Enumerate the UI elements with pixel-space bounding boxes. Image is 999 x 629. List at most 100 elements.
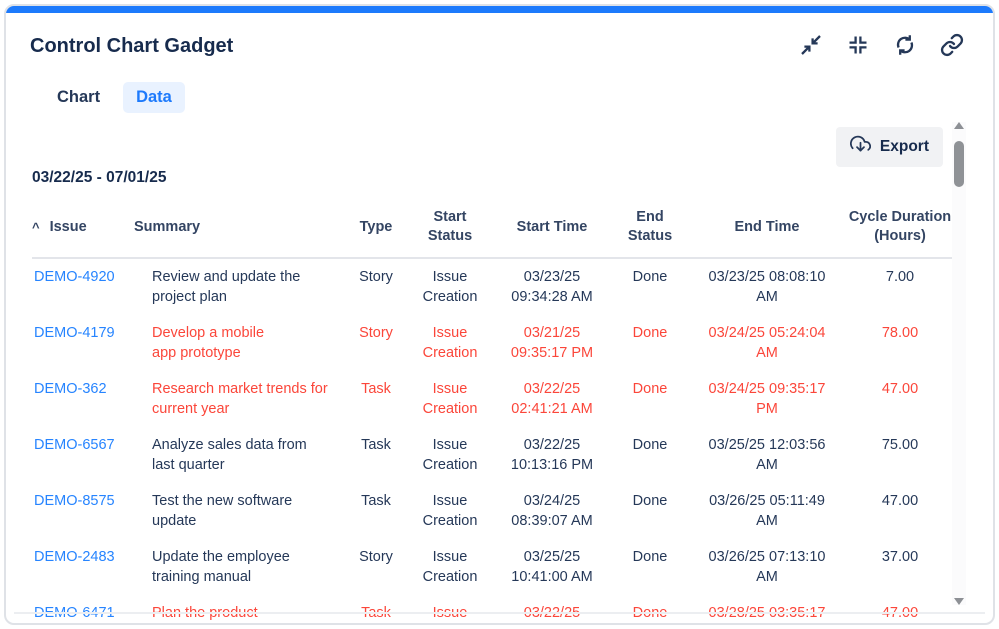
start-status-cell: Issue Creation [422,493,478,529]
type-cell: Task [361,437,391,453]
tab-bar: Chart Data [44,82,993,113]
toolbar-row: Export [32,127,943,167]
end-status-cell: Done [632,605,668,621]
cycle-duration-cell: 47.00 [881,493,919,509]
type-cell: Task [361,381,391,397]
minimize-button[interactable] [798,33,824,59]
column-header-summary[interactable]: Summary [134,202,346,259]
table-body: DEMO-4920 Review and update the project … [32,258,956,623]
end-status-cell: Done [632,437,668,453]
cycle-duration-cell: 78.00 [881,325,919,341]
scrollbar-thumb[interactable] [954,141,964,187]
start-time-cell: 03/22/25 02:41:21 AM [511,381,593,417]
column-header-type[interactable]: Type [346,202,408,259]
scroll-down-arrow-icon[interactable] [954,598,964,605]
link-button[interactable] [939,33,965,59]
cycle-duration-cell: 75.00 [881,437,919,453]
issue-key-link[interactable]: DEMO-6567 [34,437,115,453]
collapse-button[interactable] [845,33,871,59]
type-cell: Story [359,549,393,565]
start-time-cell: 03/22/25 10:13:16 PM [510,437,594,473]
issue-key-link[interactable]: DEMO-2483 [34,549,115,565]
scroll-up-arrow-icon[interactable] [954,122,964,129]
end-time-cell: 03/23/25 08:08:10 AM [708,269,826,305]
gadget-header: Control Chart Gadget [6,13,993,59]
start-time-cell: 03/24/25 08:39:07 AM [511,493,593,529]
summary-cell: Develop a mobile app prototype [152,325,265,361]
column-header-end-status[interactable]: End Status [612,202,690,259]
control-chart-gadget-panel: Control Chart Gadget [4,4,995,625]
issue-key-link[interactable]: DEMO-8575 [34,493,115,509]
end-status-cell: Done [632,493,668,509]
panel-bottom-divider [14,612,985,614]
tab-data[interactable]: Data [123,82,185,113]
summary-cell: Research market trends for current year [152,381,328,417]
sort-ascending-icon: ^ [32,220,40,235]
issue-key-link[interactable]: DEMO-4179 [34,325,115,341]
cycle-duration-cell: 47.00 [881,605,919,621]
end-time-cell: 03/28/25 03:35:17 PM [708,605,826,621]
start-status-cell: Issue Creation [422,437,478,473]
start-status-cell: Issue Creation [422,325,478,361]
cycle-duration-cell: 37.00 [881,549,919,565]
cloud-download-icon [849,134,871,160]
start-time-cell: 03/25/25 10:41:00 AM [511,549,593,585]
export-button-label: Export [879,138,929,155]
summary-cell: Analyze sales data from last quarter [152,437,307,473]
link-icon [940,33,964,60]
table-row: DEMO-4920 Review and update the project … [32,258,956,315]
issue-key-link[interactable]: DEMO-362 [34,381,107,397]
type-cell: Task [361,493,391,509]
start-time-cell: 03/22/25 02:41:21 AM [523,605,581,621]
table-row: DEMO-6471 Plan the product launch event … [32,595,956,623]
end-time-cell: 03/25/25 12:03:56 AM [708,437,826,473]
issue-key-cell: DEMO-6471 [32,595,134,623]
table-row: DEMO-6567 Analyze sales data from last q… [32,427,956,483]
summary-cell: Update the employee training manual [152,549,290,585]
issue-key-cell: DEMO-6567 [32,427,134,483]
cycle-duration-cell: 7.00 [885,269,915,285]
end-time-cell: 03/26/25 07:13:10 AM [708,549,826,585]
end-status-cell: Done [632,381,668,397]
type-cell: Story [359,269,393,285]
date-range-label: 03/22/25 - 07/01/25 [32,169,167,186]
refresh-icon [893,33,917,60]
page-title: Control Chart Gadget [30,34,234,57]
panel-accent-bar [6,6,993,13]
start-time-cell: 03/21/25 09:35:17 PM [510,325,594,361]
vertical-scrollbar[interactable] [952,122,966,605]
end-time-cell: 03/24/25 05:24:04 AM [708,325,826,361]
start-status-cell: Issue Creation [422,381,478,417]
export-button[interactable]: Export [835,127,943,167]
table-row: DEMO-4179 Develop a mobile app prototype… [32,315,956,371]
column-header-start-status[interactable]: Start Status [408,202,494,259]
issue-key-link[interactable]: DEMO-4920 [34,269,115,285]
refresh-button[interactable] [892,33,918,59]
issue-key-cell: DEMO-2483 [32,539,134,595]
column-header-cycle-duration[interactable]: Cycle Duration (Hours) [846,202,956,259]
end-status-cell: Done [632,325,668,341]
summary-cell: Plan the product launch event [152,605,258,621]
column-header-issue[interactable]: ^ Issue [32,202,134,259]
issue-key-cell: DEMO-362 [32,371,134,427]
data-tab-content: Export 03/22/25 - 07/01/25 ^ Issue Summar… [6,113,993,623]
summary-cell: Review and update the project plan [152,269,301,305]
table-row: DEMO-2483 Update the employee training m… [32,539,956,595]
issue-key-cell: DEMO-4920 [32,258,134,315]
type-cell: Story [359,325,393,341]
end-status-cell: Done [632,549,668,565]
tab-chart[interactable]: Chart [44,82,113,113]
type-cell: Task [361,605,391,621]
table-row: DEMO-8575 Test the new software update T… [32,483,956,539]
start-status-cell: Issue Creation [422,269,478,305]
table-row: DEMO-362 Research market trends for curr… [32,371,956,427]
cycle-duration-cell: 47.00 [881,381,919,397]
column-header-end-time[interactable]: End Time [690,202,846,259]
table-header-row: ^ Issue Summary Type Start Status Start T… [32,202,956,259]
summary-cell: Test the new software update [152,493,293,529]
start-status-cell: Issue Creation [422,549,478,585]
issue-key-cell: DEMO-4179 [32,315,134,371]
start-status-cell: Issue Creation [432,605,468,621]
column-header-start-time[interactable]: Start Time [494,202,612,259]
control-chart-data-table: ^ Issue Summary Type Start Status Start T… [32,202,956,623]
